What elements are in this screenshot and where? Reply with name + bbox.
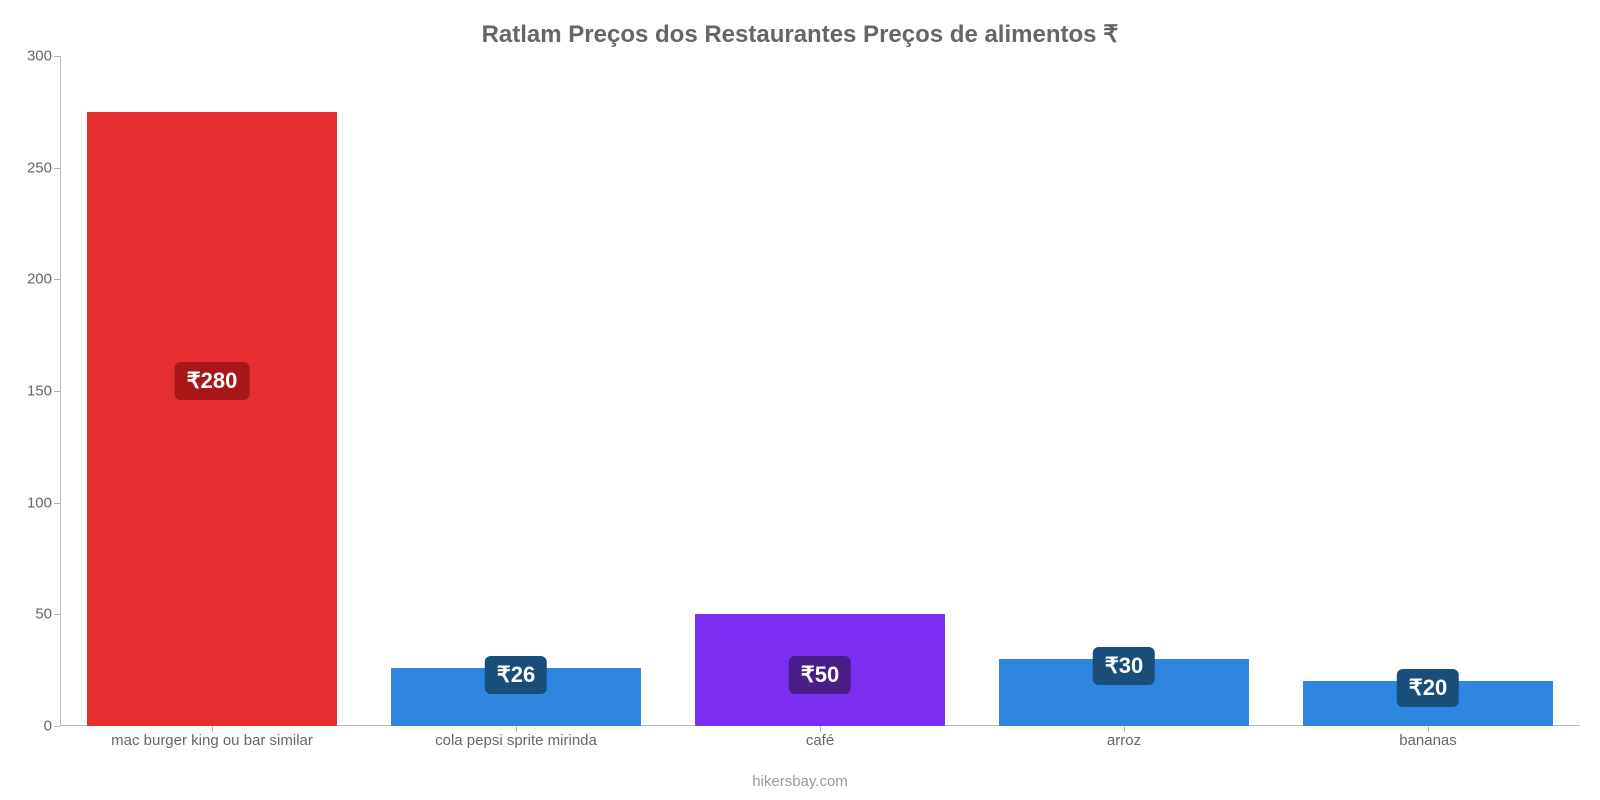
y-tick-label: 200 (12, 271, 52, 288)
y-tick-label: 300 (12, 48, 52, 65)
y-tick-label: 150 (12, 383, 52, 400)
bar-value-badge: ₹26 (485, 656, 547, 694)
bar-value-badge: ₹20 (1397, 669, 1459, 707)
chart-container: Ratlam Preços dos Restaurantes Preços de… (0, 0, 1600, 800)
x-tick-label: café (806, 732, 834, 749)
bar: ₹280 (87, 112, 336, 726)
y-tick (54, 726, 60, 727)
y-tick (54, 614, 60, 615)
x-tick-label: bananas (1399, 732, 1457, 749)
y-tick (54, 503, 60, 504)
plot-area: ₹280₹26₹50₹30₹20 050100150200250300mac b… (60, 56, 1580, 726)
x-tick-label: arroz (1107, 732, 1141, 749)
y-tick-label: 0 (12, 718, 52, 735)
y-tick (54, 168, 60, 169)
y-tick (54, 56, 60, 57)
y-tick-label: 50 (12, 606, 52, 623)
bars-layer: ₹280 ₹26 ₹50 ₹30 ₹20 (60, 56, 1580, 726)
bar: ₹50 (695, 614, 944, 726)
bar: ₹20 (1303, 681, 1552, 726)
y-tick-label: 100 (12, 494, 52, 511)
bar: ₹30 (999, 659, 1248, 726)
bar: ₹26 (391, 668, 640, 726)
y-tick (54, 391, 60, 392)
y-tick (54, 279, 60, 280)
x-tick-label: cola pepsi sprite mirinda (435, 732, 597, 749)
bar-value-badge: ₹50 (789, 656, 851, 694)
bar-value-badge: ₹280 (175, 362, 250, 400)
y-tick-label: 250 (12, 159, 52, 176)
x-tick-label: mac burger king ou bar similar (111, 732, 313, 749)
chart-source: hikersbay.com (0, 773, 1600, 790)
chart-title: Ratlam Preços dos Restaurantes Preços de… (0, 20, 1600, 49)
bar-value-badge: ₹30 (1093, 647, 1155, 685)
